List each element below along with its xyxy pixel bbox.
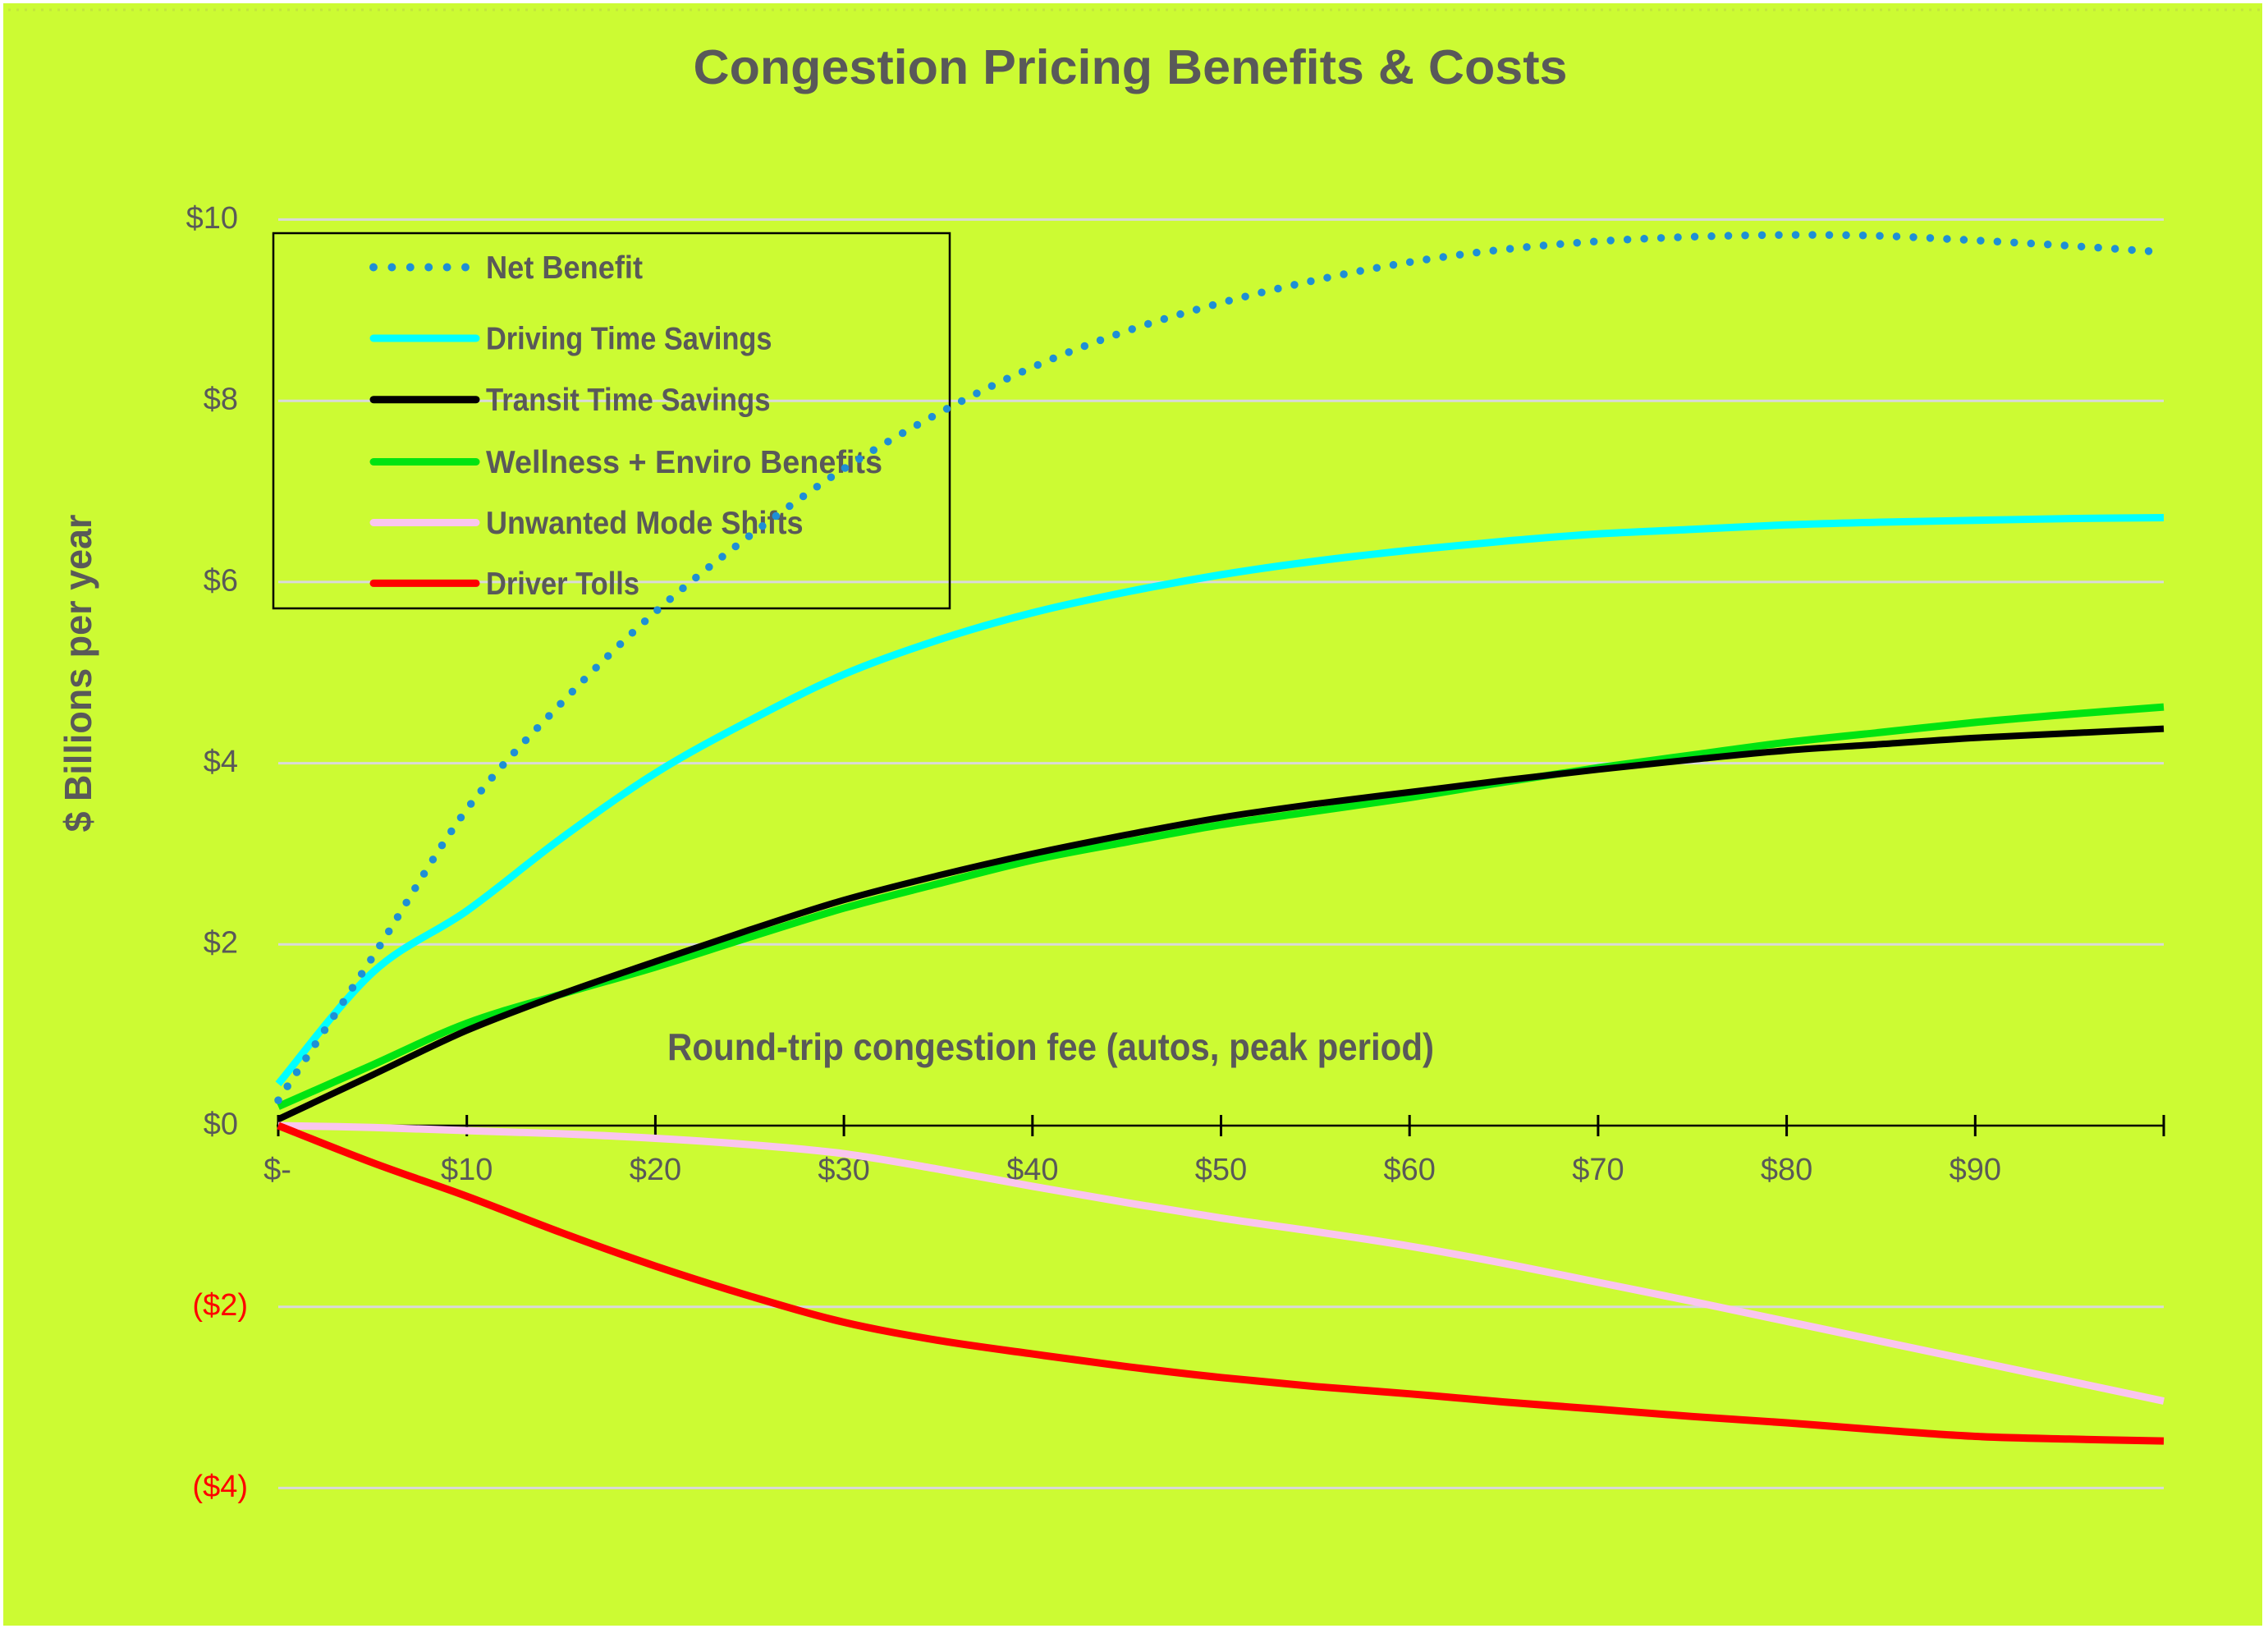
svg-text:Unwanted Mode Shifts: Unwanted Mode Shifts: [486, 506, 804, 541]
svg-text:$10: $10: [186, 201, 238, 236]
svg-text:$8: $8: [204, 383, 238, 417]
svg-text:Transit Time Savings: Transit Time Savings: [486, 383, 771, 418]
svg-text:$10: $10: [441, 1153, 493, 1187]
svg-text:$0: $0: [204, 1107, 238, 1141]
svg-text:$50: $50: [1195, 1153, 1247, 1187]
svg-text:$80: $80: [1761, 1153, 1812, 1187]
svg-text:$20: $20: [630, 1153, 681, 1187]
svg-text:($4): ($4): [192, 1470, 248, 1504]
svg-text:$60: $60: [1383, 1153, 1435, 1187]
svg-text:($2): ($2): [192, 1288, 248, 1323]
svg-text:$2: $2: [204, 926, 238, 961]
svg-text:Wellness + Enviro Benefits: Wellness + Enviro Benefits: [486, 445, 882, 480]
svg-text:Driver Tolls: Driver Tolls: [486, 567, 639, 602]
svg-text:$-: $-: [263, 1153, 291, 1187]
svg-text:Net Benefit: Net Benefit: [486, 250, 643, 286]
svg-text:Round-trip congestion fee (aut: Round-trip congestion fee (autos, peak p…: [667, 1025, 1434, 1068]
svg-text:$6: $6: [204, 563, 238, 598]
svg-text:$ Billions per year: $ Billions per year: [57, 514, 99, 832]
svg-text:Driving Time Savings: Driving Time Savings: [486, 322, 772, 357]
svg-text:$90: $90: [1950, 1153, 2001, 1187]
svg-text:$4: $4: [204, 745, 238, 779]
svg-text:$70: $70: [1572, 1153, 1624, 1187]
svg-text:Congestion Pricing Benefits &: Congestion Pricing Benefits & Costs: [694, 40, 1568, 94]
